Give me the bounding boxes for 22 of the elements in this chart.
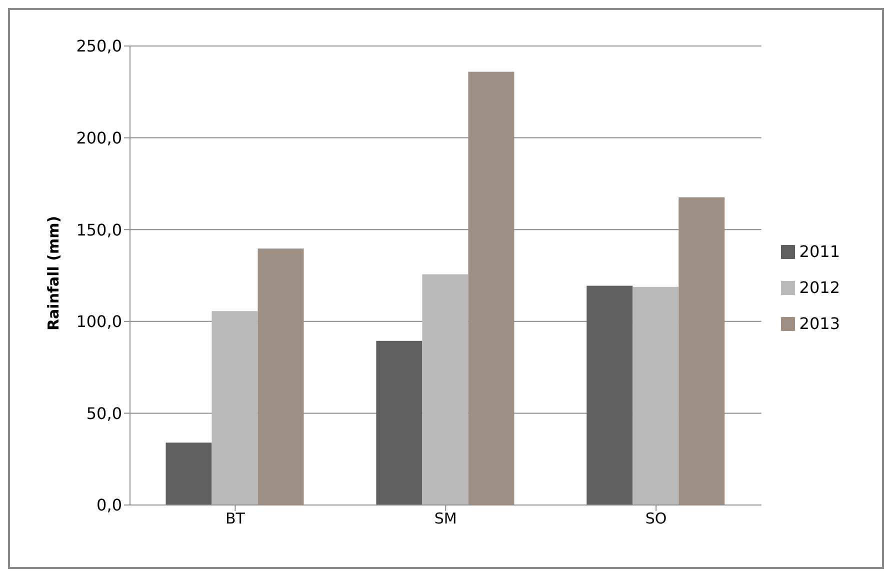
y-tick-label: 0,0 xyxy=(96,496,122,515)
y-tick-label: 50,0 xyxy=(86,404,122,423)
x-tick-label: BT xyxy=(225,510,246,528)
legend-label: 2013 xyxy=(799,314,840,332)
bar xyxy=(586,286,633,505)
y-axis-title: Rainfall (mm) xyxy=(44,216,62,330)
bar xyxy=(422,274,468,505)
bar xyxy=(258,248,304,505)
x-tick-label: SM xyxy=(434,510,457,528)
y-tick-label: 100,0 xyxy=(76,312,122,332)
x-tick-label: SO xyxy=(645,510,667,528)
bar xyxy=(632,286,679,505)
legend-label: 2012 xyxy=(799,278,840,296)
y-tick-label: 250,0 xyxy=(76,36,122,56)
y-tick-label: 150,0 xyxy=(76,220,122,240)
bar xyxy=(678,197,725,505)
bar xyxy=(212,311,258,505)
bar xyxy=(166,442,212,505)
bar xyxy=(468,72,514,505)
legend-label: 2011 xyxy=(799,242,840,260)
bar xyxy=(376,340,422,505)
y-tick-label: 200,0 xyxy=(76,128,122,148)
